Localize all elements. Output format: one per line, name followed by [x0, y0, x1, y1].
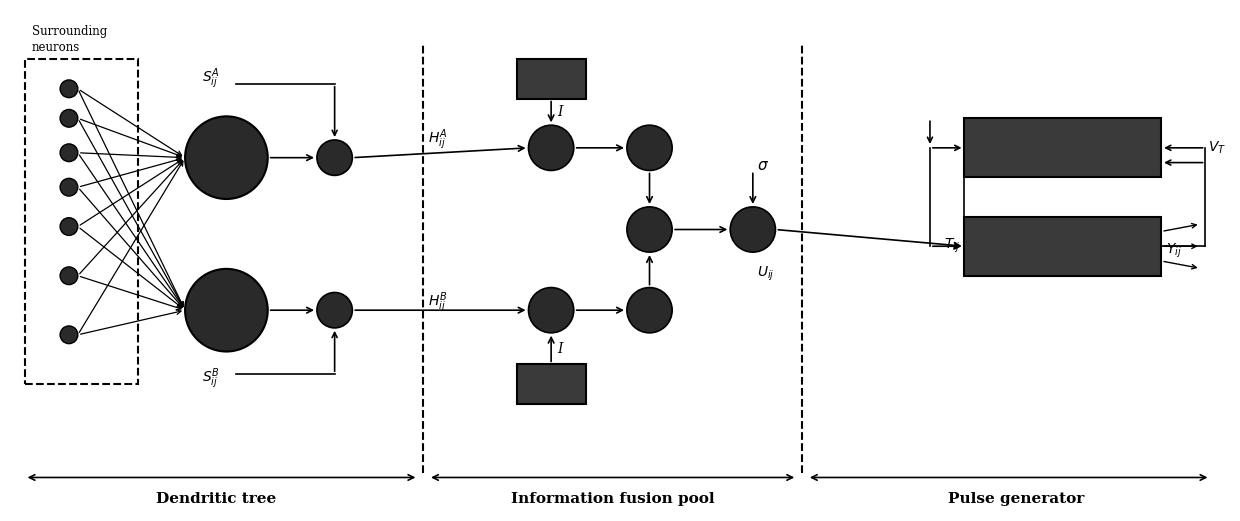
- Text: $H^B_{ij}$: $H^B_{ij}$: [428, 290, 448, 315]
- Text: I: I: [557, 342, 563, 355]
- Text: $H^A_{ij}$: $H^A_{ij}$: [428, 128, 448, 152]
- Circle shape: [528, 125, 574, 170]
- Text: Information fusion pool: Information fusion pool: [511, 492, 714, 506]
- Circle shape: [60, 267, 78, 284]
- Text: $Y_{ij}$: $Y_{ij}$: [1166, 242, 1182, 260]
- Circle shape: [627, 288, 672, 333]
- Bar: [517, 59, 585, 98]
- Text: $T_{ij}$: $T_{ij}$: [944, 237, 960, 255]
- Circle shape: [60, 144, 78, 162]
- Text: Surrounding
neurons: Surrounding neurons: [31, 25, 107, 54]
- Text: $S^A_{ij}$: $S^A_{ij}$: [202, 67, 219, 91]
- Circle shape: [185, 269, 268, 352]
- Circle shape: [60, 218, 78, 235]
- Circle shape: [185, 116, 268, 199]
- Bar: [965, 217, 1161, 276]
- Circle shape: [317, 140, 352, 176]
- Bar: [517, 364, 585, 404]
- Text: $\sigma$: $\sigma$: [756, 158, 769, 172]
- Circle shape: [60, 109, 78, 127]
- Text: $\exp(-\alpha_T)$: $\exp(-\alpha_T)$: [1034, 139, 1092, 156]
- Circle shape: [627, 125, 672, 170]
- Text: Dendritic tree: Dendritic tree: [156, 492, 277, 506]
- Text: $S^B_{ij}$: $S^B_{ij}$: [202, 367, 219, 391]
- Circle shape: [60, 80, 78, 97]
- Circle shape: [730, 207, 775, 252]
- Circle shape: [60, 326, 78, 344]
- Text: $V_T$: $V_T$: [1209, 140, 1226, 156]
- Text: $U_{ij}$: $U_{ij}$: [756, 265, 774, 283]
- Text: Pulse generator: Pulse generator: [947, 492, 1084, 506]
- Circle shape: [60, 178, 78, 196]
- Circle shape: [528, 288, 574, 333]
- Circle shape: [627, 207, 672, 252]
- Bar: [25, 59, 138, 384]
- Bar: [965, 118, 1161, 177]
- Circle shape: [317, 292, 352, 328]
- Text: I: I: [557, 105, 563, 119]
